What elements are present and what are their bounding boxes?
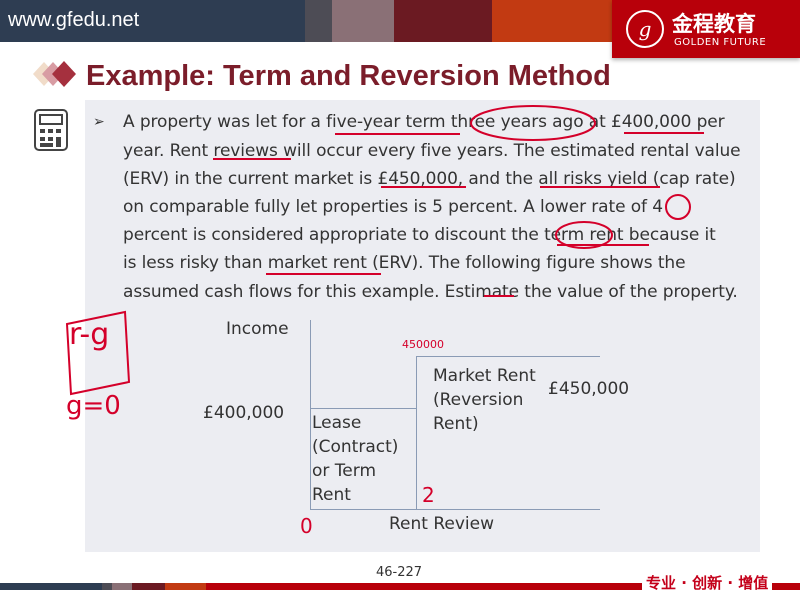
slide-title: Example: Term and Reversion Method: [86, 60, 611, 92]
x-axis: [310, 509, 600, 510]
body-line: assumed cash flows for this example. Est…: [123, 282, 738, 302]
bullet-arrow-icon: ➢: [93, 114, 105, 130]
body-line: is less risky than market rent (ERV). Th…: [123, 253, 686, 273]
logo-emblem-icon: g: [626, 10, 664, 48]
x-axis-label: Rent Review: [389, 514, 495, 534]
calculator-icon: [34, 109, 68, 151]
logo-en: GOLDEN FUTURE: [674, 37, 767, 48]
term-value: £400,000: [203, 403, 285, 423]
annotation-zero: 0: [300, 514, 313, 538]
bottom-banner: [0, 583, 800, 590]
term-rent-line: [310, 408, 416, 409]
title-diamonds-icon: [33, 61, 76, 87]
slogan: 专业 · 创新 · 增值: [642, 572, 773, 593]
body-line: year. Rent reviews will occur every five…: [123, 141, 741, 161]
term-label: Lease (Contract) or Term Rent: [312, 411, 398, 507]
logo-cn: 金程教育: [672, 12, 756, 36]
term-label-line: (Contract): [312, 437, 399, 457]
rent-review-line: [416, 357, 417, 509]
reversion-rent-line: [416, 356, 600, 357]
annotation-two: 2: [422, 483, 435, 507]
reversion-value: £450,000: [548, 379, 630, 399]
annotation-value: 450000: [402, 338, 444, 351]
reversion-label-line: (Reversion: [433, 390, 524, 410]
term-label-line: Lease: [312, 413, 362, 433]
body-line: on comparable fully let properties is 5 …: [123, 197, 663, 217]
annotation-g: g=0: [66, 391, 121, 421]
page-number: 46-227: [376, 565, 423, 580]
reversion-label: Market Rent (Reversion Rent): [433, 364, 536, 436]
annotation-formula: r-g: [69, 317, 110, 352]
content-panel: [85, 100, 760, 552]
logo: g 金程教育 GOLDEN FUTURE: [612, 0, 800, 58]
site-url: www.gfedu.net: [8, 9, 140, 31]
body-line: (ERV) in the current market is £450,000,…: [123, 169, 736, 189]
y-axis-label: Income: [226, 319, 289, 339]
body-line: A property was let for a five-year term …: [123, 112, 725, 132]
reversion-label-line: Rent): [433, 414, 479, 434]
term-label-line: or Term: [312, 461, 376, 481]
reversion-label-line: Market Rent: [433, 366, 536, 386]
term-label-line: Rent: [312, 485, 351, 505]
body-line: percent is considered appropriate to dis…: [123, 225, 716, 245]
y-axis: [310, 320, 311, 510]
